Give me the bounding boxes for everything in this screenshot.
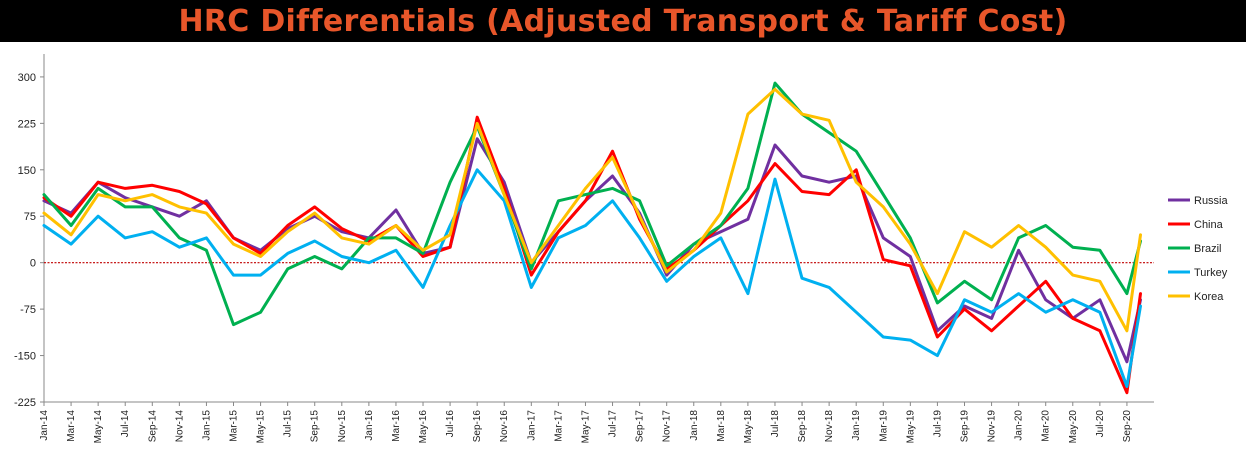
x-tick-label: Sep-14 (147, 410, 158, 443)
x-tick-label: May-16 (418, 410, 429, 444)
x-tick-label: Nov-15 (337, 410, 348, 443)
legend-label-china: China (1194, 219, 1224, 231)
x-tick-label: Jul-17 (608, 410, 619, 438)
y-tick-label: 0 (30, 258, 36, 270)
x-tick-label: May-15 (256, 410, 267, 444)
series-line-korea (42, 87, 1142, 333)
x-tick-label: Jan-19 (851, 410, 862, 441)
x-tick-label: Nov-16 (499, 410, 510, 443)
x-tick-label: Jul-15 (283, 410, 294, 438)
series-line-china (42, 115, 1142, 395)
x-tick-label: Mar-19 (878, 410, 889, 442)
x-tick-label: Mar-17 (553, 410, 564, 442)
x-tick-label: Sep-15 (310, 410, 321, 443)
x-tick-label: Jul-14 (120, 410, 131, 438)
x-tick-label: Jan-17 (526, 410, 537, 441)
x-tick-label: Sep-17 (635, 410, 646, 443)
legend-label-turkey: Turkey (1194, 267, 1228, 279)
title-bar: HRC Differentials (Adjusted Transport & … (0, 0, 1246, 42)
x-tick-label: Sep-19 (959, 410, 970, 443)
series-lines (42, 81, 1142, 395)
y-tick-label: -225 (14, 397, 36, 409)
x-tick-label: Jul-18 (770, 410, 781, 438)
y-tick-label: 300 (18, 72, 36, 84)
legend-label-korea: Korea (1194, 291, 1224, 303)
x-tick-label: May-18 (743, 410, 754, 444)
x-tick-label: Mar-15 (229, 410, 240, 442)
x-tick-label: Nov-14 (174, 410, 185, 443)
series-line-russia (42, 137, 1142, 364)
legend-label-brazil: Brazil (1194, 243, 1222, 255)
x-tick-label: Jan-18 (689, 410, 700, 441)
x-tick-label: Mar-20 (1041, 410, 1052, 442)
x-tick-label: Sep-16 (472, 410, 483, 443)
x-tick-label: Jul-20 (1095, 410, 1106, 438)
x-tick-label: May-17 (580, 410, 591, 444)
x-tick-label: Jan-16 (364, 410, 375, 441)
x-tick-label: Nov-18 (824, 410, 835, 443)
y-tick-label: -75 (20, 304, 36, 316)
x-tick-label: Jul-16 (445, 410, 456, 438)
x-tick-label: Mar-18 (716, 410, 727, 442)
x-tick-label: Mar-16 (391, 410, 402, 442)
legend: Russia China Brazil Turkey Korea (1168, 195, 1229, 303)
x-tick-label: May-20 (1068, 410, 1079, 444)
chart-title: HRC Differentials (Adjusted Transport & … (178, 3, 1068, 39)
x-tick-label: Jan-14 (39, 410, 50, 441)
y-tick-label: 225 (18, 118, 36, 130)
series-line-brazil (42, 81, 1142, 327)
x-tick-label: Mar-14 (66, 410, 77, 442)
x-tick-label: May-19 (905, 410, 916, 444)
y-tick-label: -150 (14, 351, 36, 363)
x-tick-label: Nov-17 (662, 410, 673, 443)
series-line-turkey (42, 168, 1142, 388)
x-tick-label: Sep-20 (1122, 410, 1133, 443)
x-tick-label: Nov-19 (987, 410, 998, 443)
y-tick-label: 150 (18, 165, 36, 177)
x-tick-label: May-14 (93, 410, 104, 444)
legend-label-russia: Russia (1194, 195, 1229, 207)
x-tick-label: Jan-20 (1014, 410, 1025, 441)
y-tick-label: 75 (24, 211, 36, 223)
x-tick-label: Jul-19 (932, 410, 943, 438)
x-tick-label: Sep-18 (797, 410, 808, 443)
x-tick-label: Jan-15 (201, 410, 212, 441)
